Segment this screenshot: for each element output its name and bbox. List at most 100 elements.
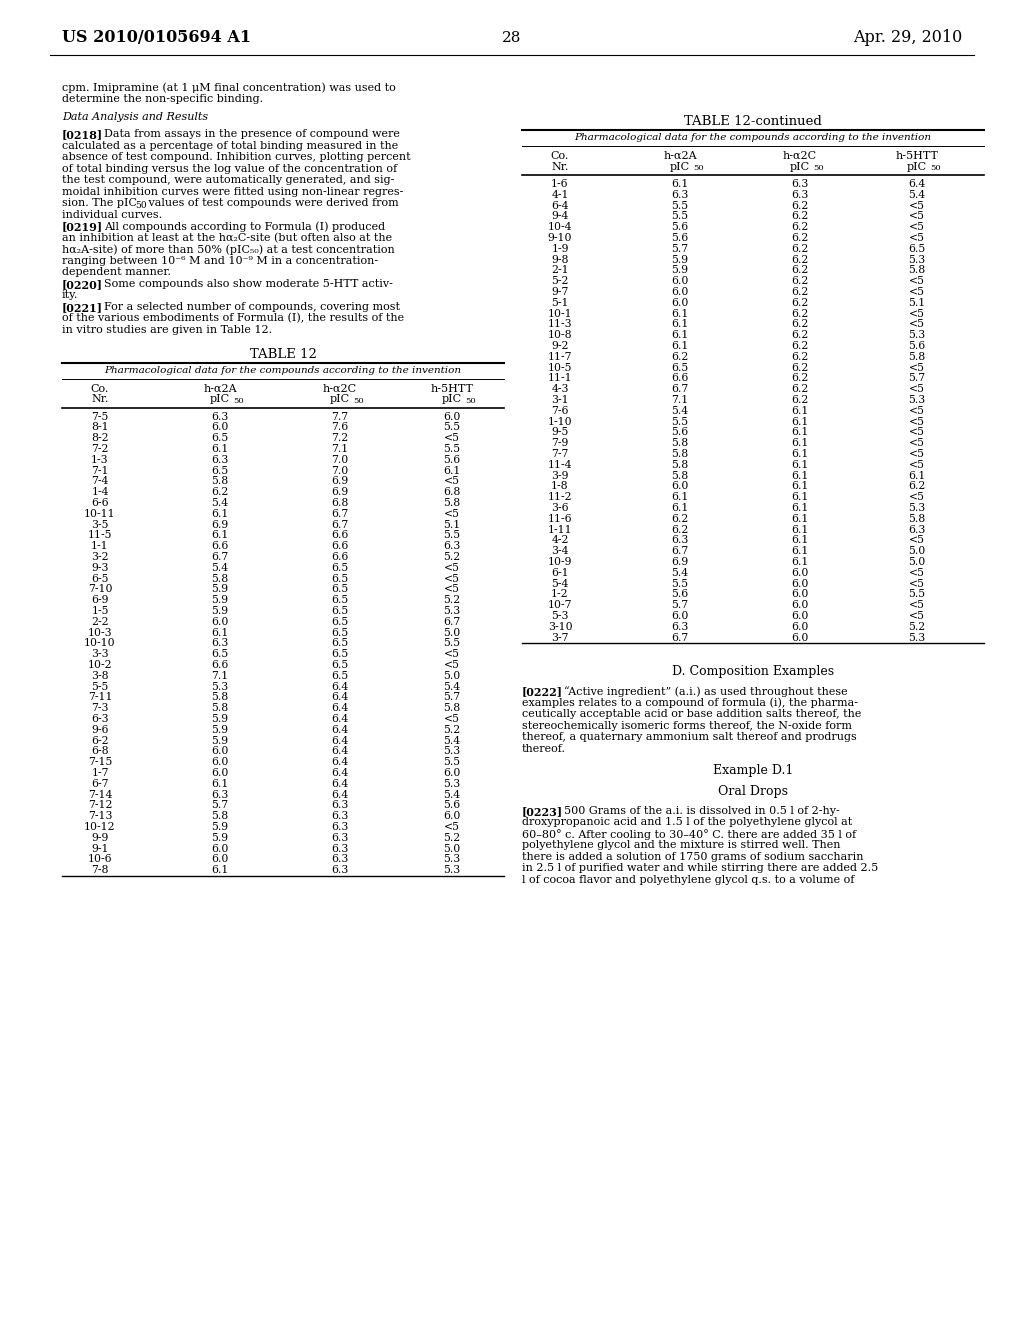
Text: 6.6: 6.6 xyxy=(211,541,228,552)
Text: 6.1: 6.1 xyxy=(211,508,228,519)
Text: <5: <5 xyxy=(909,568,925,578)
Text: 5.6: 5.6 xyxy=(443,800,461,810)
Text: 6.5: 6.5 xyxy=(332,671,348,681)
Text: <5: <5 xyxy=(909,319,925,330)
Text: 6.4: 6.4 xyxy=(332,704,348,713)
Text: 50: 50 xyxy=(930,165,941,173)
Text: ceutically acceptable acid or base addition salts thereof, the: ceutically acceptable acid or base addit… xyxy=(522,709,861,719)
Text: 6.3: 6.3 xyxy=(332,854,349,865)
Text: “Active ingredient” (a.i.) as used throughout these: “Active ingredient” (a.i.) as used throu… xyxy=(564,686,848,697)
Text: 6.5: 6.5 xyxy=(332,606,348,616)
Text: hα₂A-site) of more than 50% (pIC₅₀) at a test concentration: hα₂A-site) of more than 50% (pIC₅₀) at a… xyxy=(62,244,394,255)
Text: 6.5: 6.5 xyxy=(332,585,348,594)
Text: 5.0: 5.0 xyxy=(908,546,926,556)
Text: examples relates to a compound of formula (i), the pharma-: examples relates to a compound of formul… xyxy=(522,697,858,708)
Text: of the various embodiments of Formula (I), the results of the: of the various embodiments of Formula (I… xyxy=(62,313,404,323)
Text: 5-3: 5-3 xyxy=(551,611,568,620)
Text: 50: 50 xyxy=(693,165,703,173)
Text: 6.1: 6.1 xyxy=(443,466,461,475)
Text: 6.4: 6.4 xyxy=(332,714,348,725)
Text: 5.9: 5.9 xyxy=(672,255,688,264)
Text: 6.4: 6.4 xyxy=(332,758,348,767)
Text: 5.2: 5.2 xyxy=(443,833,461,843)
Text: 6.4: 6.4 xyxy=(332,789,348,800)
Text: 5.8: 5.8 xyxy=(211,693,228,702)
Text: 6.3: 6.3 xyxy=(211,639,228,648)
Text: 5.5: 5.5 xyxy=(908,590,926,599)
Text: 50: 50 xyxy=(353,397,364,405)
Text: 5.8: 5.8 xyxy=(211,704,228,713)
Text: 6.9: 6.9 xyxy=(332,477,348,487)
Text: 6.3: 6.3 xyxy=(211,789,228,800)
Text: <5: <5 xyxy=(909,222,925,232)
Text: 3-8: 3-8 xyxy=(91,671,109,681)
Text: <5: <5 xyxy=(909,578,925,589)
Text: Data from assays in the presence of compound were: Data from assays in the presence of comp… xyxy=(104,129,400,139)
Text: 7.0: 7.0 xyxy=(332,466,348,475)
Text: 5.4: 5.4 xyxy=(443,735,461,746)
Text: 50: 50 xyxy=(813,165,823,173)
Text: For a selected number of compounds, covering most: For a selected number of compounds, cove… xyxy=(104,302,400,312)
Text: 50: 50 xyxy=(465,397,475,405)
Text: 6.2: 6.2 xyxy=(792,244,809,253)
Text: 9-6: 9-6 xyxy=(91,725,109,735)
Text: 6.1: 6.1 xyxy=(672,492,689,502)
Text: 5.7: 5.7 xyxy=(211,800,228,810)
Text: 3-6: 3-6 xyxy=(551,503,568,513)
Text: 10-2: 10-2 xyxy=(88,660,113,671)
Text: 6-8: 6-8 xyxy=(91,746,109,756)
Text: h-α2C: h-α2C xyxy=(323,384,357,393)
Text: Co.: Co. xyxy=(551,150,569,161)
Text: 6.0: 6.0 xyxy=(792,568,809,578)
Text: 6.5: 6.5 xyxy=(211,466,228,475)
Text: 7.6: 7.6 xyxy=(332,422,348,433)
Text: 6-3: 6-3 xyxy=(91,714,109,725)
Text: 3-10: 3-10 xyxy=(548,622,572,632)
Text: <5: <5 xyxy=(909,286,925,297)
Text: Nr.: Nr. xyxy=(551,161,568,172)
Text: 5.3: 5.3 xyxy=(908,395,926,405)
Text: 500 Grams of the a.i. is dissolved in 0.5 l of 2-hy-: 500 Grams of the a.i. is dissolved in 0.… xyxy=(564,805,840,816)
Text: Pharmacological data for the compounds according to the invention: Pharmacological data for the compounds a… xyxy=(574,133,932,143)
Text: 5.9: 5.9 xyxy=(211,822,228,832)
Text: 6.3: 6.3 xyxy=(332,843,349,854)
Text: 6.0: 6.0 xyxy=(211,843,228,854)
Text: 7-7: 7-7 xyxy=(551,449,568,459)
Text: <5: <5 xyxy=(909,211,925,222)
Text: 5.5: 5.5 xyxy=(443,639,461,648)
Text: 1-3: 1-3 xyxy=(91,455,109,465)
Text: <5: <5 xyxy=(909,449,925,459)
Text: 6.6: 6.6 xyxy=(672,374,689,383)
Text: 6.7: 6.7 xyxy=(332,508,348,519)
Text: 6.3: 6.3 xyxy=(332,865,349,875)
Text: 5-2: 5-2 xyxy=(551,276,568,286)
Text: 5.8: 5.8 xyxy=(908,265,926,276)
Text: 6.6: 6.6 xyxy=(332,552,349,562)
Text: 6.3: 6.3 xyxy=(332,800,349,810)
Text: 7-6: 7-6 xyxy=(551,405,568,416)
Text: 5.4: 5.4 xyxy=(211,562,228,573)
Text: 3-5: 3-5 xyxy=(91,520,109,529)
Text: 6.1: 6.1 xyxy=(908,471,926,480)
Text: 6.1: 6.1 xyxy=(211,627,228,638)
Text: the test compound, were automatically generated, and sig-: the test compound, were automatically ge… xyxy=(62,176,394,185)
Text: 7.1: 7.1 xyxy=(672,395,688,405)
Text: 5.3: 5.3 xyxy=(908,503,926,513)
Text: 5.0: 5.0 xyxy=(443,843,461,854)
Text: 7-4: 7-4 xyxy=(91,477,109,487)
Text: calculated as a percentage of total binding measured in the: calculated as a percentage of total bind… xyxy=(62,141,398,150)
Text: 6.9: 6.9 xyxy=(332,487,348,498)
Text: 6.2: 6.2 xyxy=(792,319,809,330)
Text: 6.5: 6.5 xyxy=(211,433,228,444)
Text: 6.2: 6.2 xyxy=(672,524,689,535)
Text: <5: <5 xyxy=(444,822,460,832)
Text: dependent manner.: dependent manner. xyxy=(62,267,171,277)
Text: 5.3: 5.3 xyxy=(443,854,461,865)
Text: 6.2: 6.2 xyxy=(792,276,809,286)
Text: 6.2: 6.2 xyxy=(211,487,228,498)
Text: 6.0: 6.0 xyxy=(211,758,228,767)
Text: Nr.: Nr. xyxy=(91,395,109,404)
Text: <5: <5 xyxy=(909,234,925,243)
Text: 6-9: 6-9 xyxy=(91,595,109,606)
Text: 3-2: 3-2 xyxy=(91,552,109,562)
